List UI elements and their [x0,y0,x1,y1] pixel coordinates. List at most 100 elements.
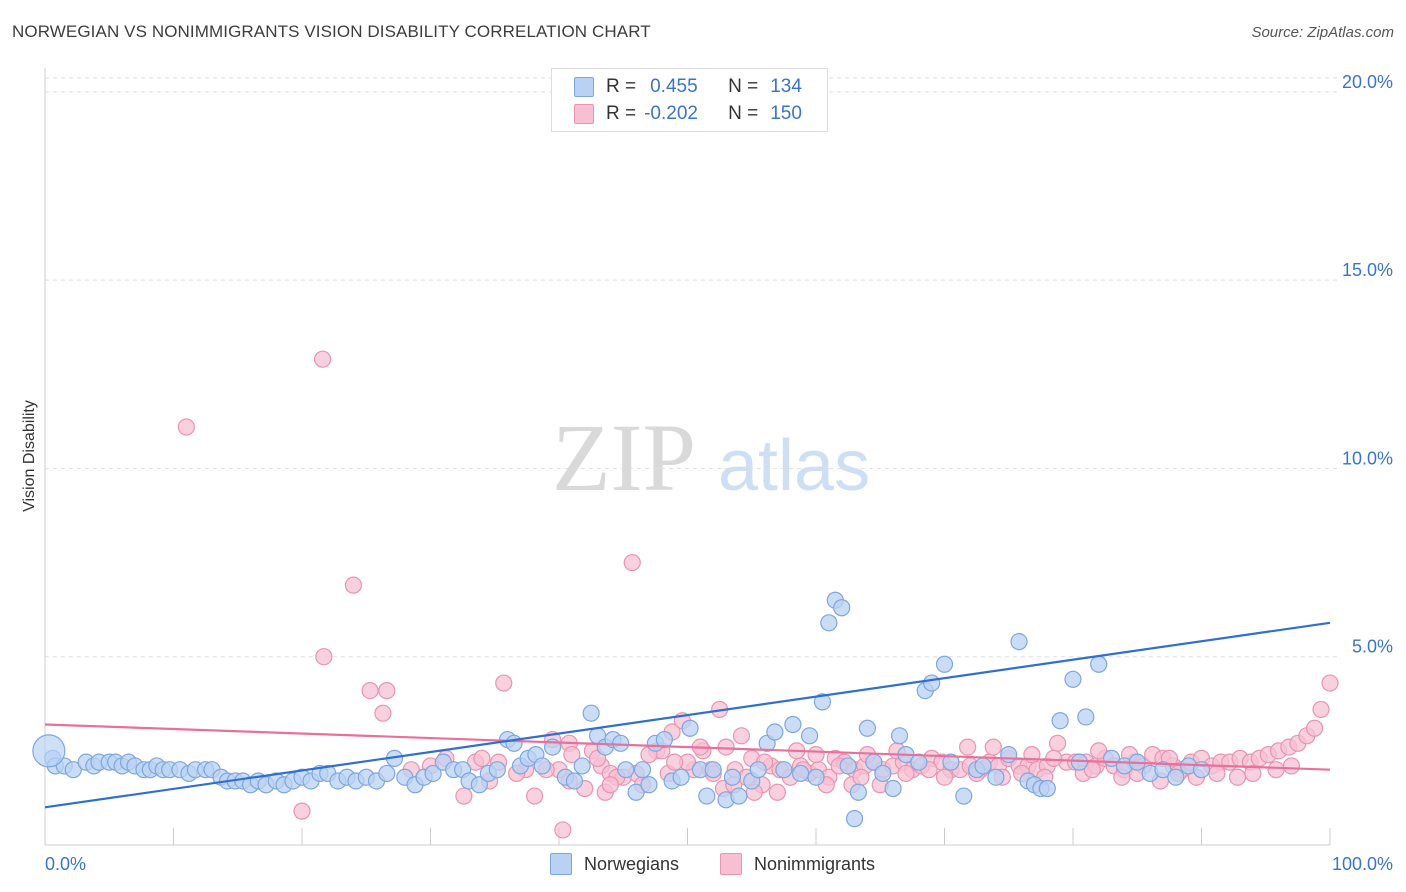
norwegians-point [612,734,630,752]
nonimmigrants-point [525,787,544,805]
norwegians-point [942,753,960,771]
legend-n-value: 150 [770,103,802,124]
nonimmigrants-point [897,764,915,783]
norwegians-point [1051,712,1069,730]
watermark-zip: ZIP [552,404,696,511]
nonimmigrants-point [554,821,572,839]
nonimmigrants-point [717,738,735,756]
norwegians-point [627,783,645,801]
norwegians-point [424,764,442,783]
norwegians-point [791,764,810,783]
y-tick-label: 15.0% [1342,260,1393,280]
nonimmigrants-point [1305,719,1324,737]
norwegians-point [820,614,838,632]
norwegians-point [839,757,857,775]
norwegians-point [833,599,851,617]
tick-labels: 5.0% 10.0% 15.0% 20.0% 0.0% 100.0% [45,72,1393,874]
nonimmigrants-point [601,776,620,794]
norwegians-point [884,779,902,798]
norwegians-trendline [44,621,1331,809]
watermark: ZIP atlas [552,404,870,511]
legend-swatch-pink [574,104,594,124]
nonimmigrants-point [1090,742,1108,760]
source-note: Source: ZipAtlas.com [1251,24,1394,41]
norwegians-point [723,768,742,786]
norwegians-point [698,787,716,805]
norwegians-point [1154,761,1172,779]
nonimmigrants-point [361,681,379,700]
norwegians-point [1077,708,1095,726]
bottom-legend-label: Norwegians [584,853,680,874]
axes [44,68,1331,846]
norwegians-point [1000,746,1018,764]
norwegians-points [32,591,1211,828]
norwegians-point [987,768,1005,786]
norwegians-point [1038,779,1056,798]
x-tick-label: 0.0% [45,854,86,874]
nonimmigrants-point [768,783,787,801]
bottom-legend-swatch-pink [720,853,742,875]
bottom-legend-norwegians: Norwegians [550,852,679,876]
y-tick-label: 20.0% [1342,72,1393,92]
norwegians-point [935,655,954,673]
bottom-legend-label: Nonimmigrants [754,853,876,874]
correlation-legend: R = 0.455 N = 134 R = -0.202 N = 150 [551,68,828,132]
nonimmigrants-point [732,727,751,745]
bottom-legend-swatch-blue [550,853,572,875]
norwegians-point [488,761,506,779]
nonimmigrants-point [807,746,825,764]
norwegians-point [749,761,767,779]
norwegians-point [813,693,832,711]
nonimmigrants-point [313,350,332,368]
norwegians-point [533,757,551,775]
norwegians-point [64,761,82,779]
nonimmigrants-point [984,738,1002,756]
trendlines [44,621,1331,809]
norwegians-point [730,787,748,805]
watermark-atlas: atlas [718,426,870,506]
norwegians-point [655,730,673,749]
nonimmigrants-point [1244,764,1262,783]
chart-title: NORWEGIAN VS NONIMMIGRANTS VISION DISABI… [12,22,651,41]
y-tick-label: 5.0% [1352,637,1393,657]
norwegians-point [32,734,66,768]
nonimmigrants-point [1282,757,1301,775]
norwegians-point [800,727,819,745]
legend-n-value: 134 [770,76,802,97]
nonimmigrants-trendline [44,723,1331,771]
norwegians-point [849,783,868,801]
nonimmigrants-point [1208,764,1226,783]
legend-n-label: N = [728,76,759,97]
legend-r-value: 0.455 [650,76,698,97]
bottom-legend-nonimmigrants: Nonimmigrants [720,852,875,876]
nonimmigrants-point [1048,734,1067,752]
norwegians-point [633,761,652,779]
nonimmigrants-point [1321,674,1339,692]
nonimmigrants-point [344,576,362,594]
legend-swatch-blue [574,77,594,97]
norwegians-point [565,772,584,790]
norwegians-point [910,753,928,771]
norwegians-point [1090,655,1108,673]
nonimmigrants-point [378,681,396,700]
y-tick-label: 10.0% [1342,448,1393,468]
norwegians-point [775,761,793,779]
norwegians-point [672,768,690,786]
legend-r-label: R = [606,76,637,97]
nonimmigrants-point [666,753,684,771]
norwegians-point [766,723,784,741]
norwegians-point [874,764,892,783]
nonimmigrants-point [177,418,195,436]
norwegians-point [974,757,992,775]
nonimmigrants-point [374,704,392,722]
norwegians-point [582,704,600,722]
nonimmigrants-point [623,553,641,572]
nonimmigrants-point [1267,761,1285,779]
norwegians-point [505,734,523,752]
nonimmigrants-point [495,674,513,692]
nonimmigrants-point [473,749,491,767]
norwegians-point [923,674,941,692]
norwegians-point [573,757,591,775]
norwegians-point [784,715,802,734]
